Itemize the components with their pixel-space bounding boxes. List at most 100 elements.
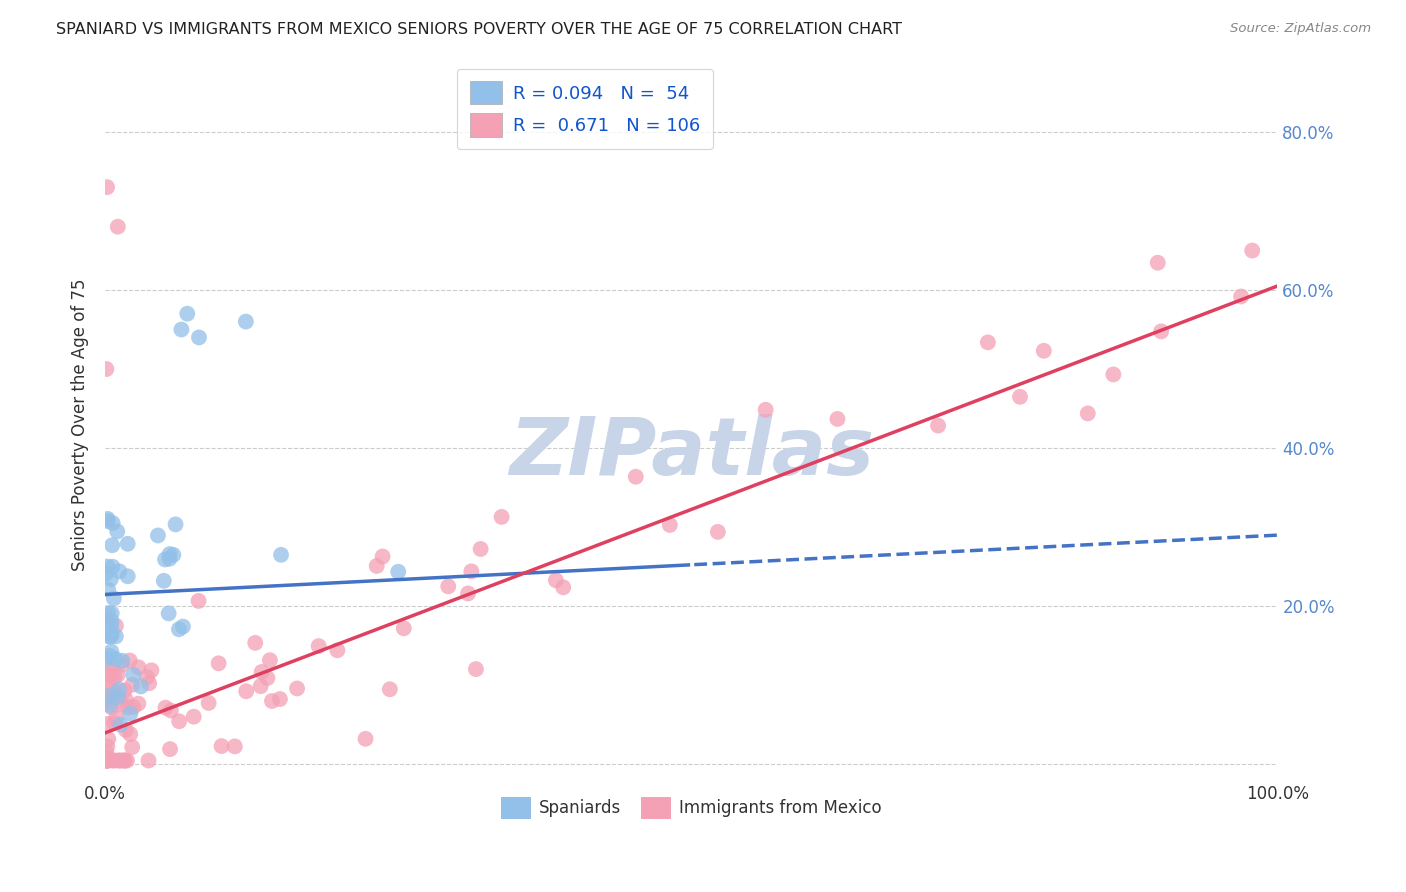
Point [927,418,949,433]
Point [827,412,849,426]
Point [96,617,118,632]
Point [96,611,118,625]
Point [96,694,118,708]
Point [977,335,1000,350]
Point [378,682,401,697]
Point [1102,368,1125,382]
Point [457,586,479,600]
Point [108,682,131,697]
Point [97,582,120,597]
Point [98,684,121,698]
Point [491,509,513,524]
Point [96,717,118,731]
Point [256,671,278,685]
Point [553,580,575,594]
Point [159,547,181,561]
Point [98,668,121,682]
Point [108,565,131,579]
Point [624,469,647,483]
Point [96,652,118,666]
Point [122,667,145,681]
Point [107,219,129,234]
Point [250,665,273,679]
Point [96,754,118,768]
Point [96,754,118,768]
Point [100,680,122,694]
Point [224,739,246,754]
Point [1077,406,1099,420]
Point [101,754,124,768]
Point [167,622,190,636]
Point [120,727,142,741]
Point [136,670,159,684]
Point [326,643,349,657]
Point [235,684,257,698]
Point [114,683,136,698]
Point [159,742,181,756]
Point [245,636,267,650]
Point [96,751,118,765]
Point [354,731,377,746]
Point [103,670,125,684]
Point [159,551,181,566]
Point [111,657,134,672]
Point [437,579,460,593]
Point [259,653,281,667]
Point [172,619,194,633]
Point [100,700,122,714]
Point [112,754,135,768]
Point [270,548,292,562]
Point [707,524,730,539]
Point [96,620,118,634]
Text: SPANIARD VS IMMIGRANTS FROM MEXICO SENIORS POVERTY OVER THE AGE OF 75 CORRELATIO: SPANIARD VS IMMIGRANTS FROM MEXICO SENIO… [56,22,903,37]
Point [1146,256,1168,270]
Point [269,692,291,706]
Point [117,537,139,551]
Point [100,691,122,706]
Point [162,548,184,562]
Point [1150,325,1173,339]
Point [96,746,118,760]
Point [117,700,139,714]
Point [235,315,257,329]
Point [114,754,136,768]
Point [96,739,118,754]
Point [103,754,125,768]
Point [1032,343,1054,358]
Point [157,607,180,621]
Point [366,558,388,573]
Point [96,566,118,581]
Point [117,569,139,583]
Point [107,668,129,682]
Point [249,679,271,693]
Point [98,689,121,703]
Point [97,512,120,526]
Point [101,663,124,677]
Point [1241,244,1264,258]
Point [155,700,177,714]
Point [103,591,125,606]
Point [146,528,169,542]
Point [100,628,122,642]
Point [104,619,127,633]
Point [465,662,488,676]
Point [114,691,136,706]
Point [96,362,118,376]
Point [167,714,190,729]
Point [658,518,681,533]
Point [96,627,118,641]
Text: Source: ZipAtlas.com: Source: ZipAtlas.com [1230,22,1371,36]
Point [460,564,482,578]
Point [96,754,118,768]
Point [1008,390,1031,404]
Point [100,607,122,621]
Point [118,653,141,667]
Point [128,660,150,674]
Point [141,664,163,678]
Point [160,704,183,718]
Point [101,538,124,552]
Point [187,594,209,608]
Point [100,670,122,684]
Point [96,657,118,672]
Point [170,322,193,336]
